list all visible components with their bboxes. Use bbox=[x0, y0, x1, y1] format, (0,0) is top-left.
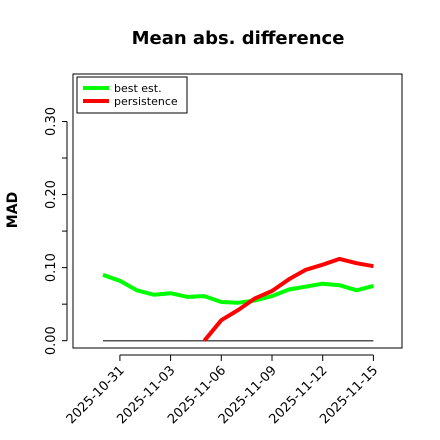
legend-label-best-est: best est. bbox=[114, 82, 162, 95]
y-axis: 0.00 0.10 0.20 0.30 bbox=[44, 107, 68, 355]
legend-label-persistence: persistence bbox=[114, 95, 178, 108]
y-axis-label: MAD bbox=[5, 192, 21, 228]
chart-title: Mean abs. difference bbox=[132, 28, 345, 49]
series-line-persistence bbox=[202, 256, 374, 342]
legend: best est. persistence bbox=[76, 76, 188, 114]
legend-box bbox=[76, 76, 188, 114]
x-axis: 2025-10-312025-11-032025-11-062025-11-09… bbox=[64, 354, 381, 427]
series-line-best-est- bbox=[102, 273, 374, 305]
y-tick-label: 0.30 bbox=[44, 107, 59, 136]
y-tick-label: 0.20 bbox=[44, 180, 59, 209]
plot-frame bbox=[72, 73, 403, 349]
y-tick-label: 0.00 bbox=[44, 326, 59, 355]
series-layer bbox=[102, 256, 374, 342]
y-tick-label: 0.10 bbox=[44, 253, 59, 282]
